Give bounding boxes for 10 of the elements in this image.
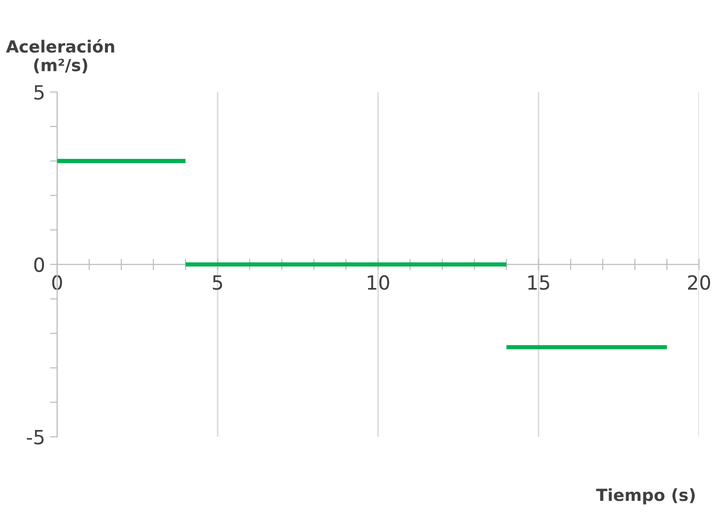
x-tick-label: 20 (688, 275, 710, 290)
y-tick-label: 0 (34, 257, 44, 272)
y-axis-title: Aceleración (m²/s) (6, 39, 114, 74)
x-tick-label: 10 (368, 275, 390, 290)
x-axis-title: Tiempo (s) (596, 488, 695, 504)
y-tick-label: -5 (26, 430, 44, 444)
x-tick-label: 0 (52, 275, 62, 290)
x-tick-label: 5 (212, 275, 222, 290)
x-tick-label: 15 (528, 275, 550, 290)
y-tick-label: 5 (34, 85, 44, 100)
